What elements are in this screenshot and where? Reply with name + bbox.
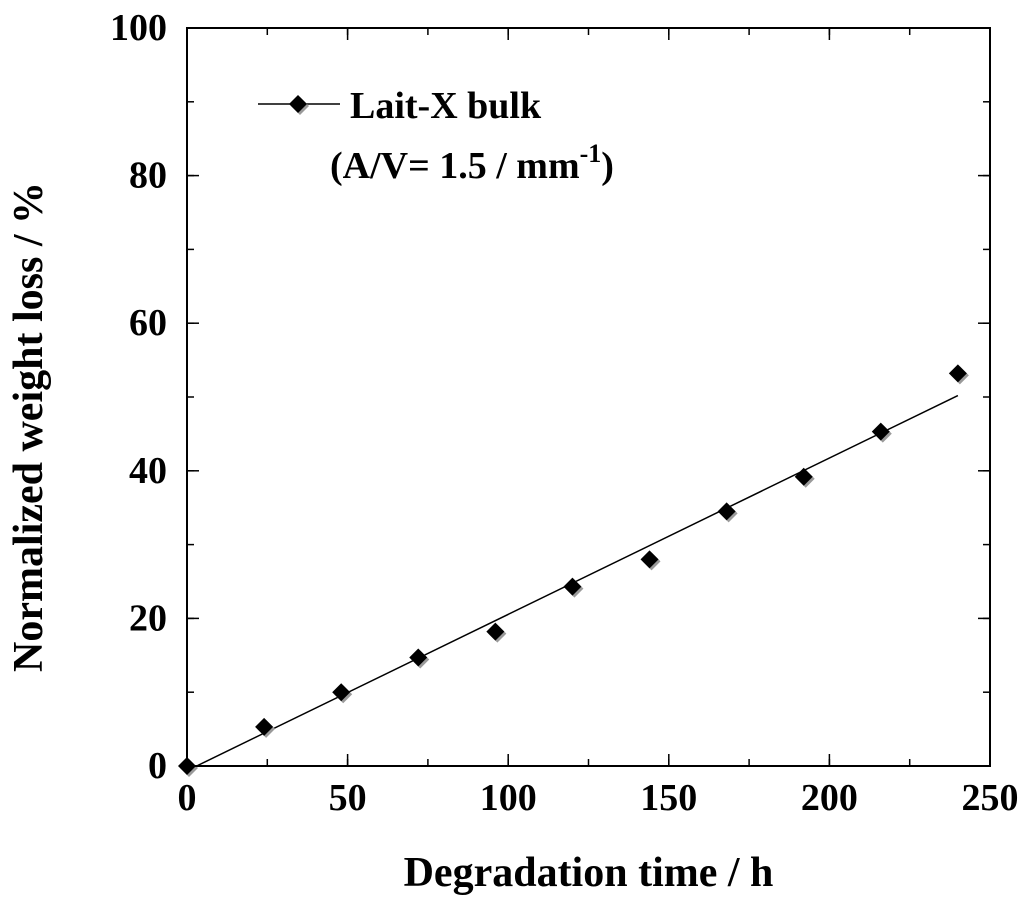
data-point	[871, 422, 892, 443]
data-point-marker	[332, 683, 351, 702]
data-point	[794, 467, 815, 488]
data-point	[717, 502, 738, 523]
data-point	[332, 683, 353, 704]
plot-frame	[186, 27, 991, 767]
data-point	[563, 577, 584, 598]
legend-diamond	[289, 95, 309, 115]
data-point-marker	[409, 648, 428, 667]
data-point	[486, 622, 507, 643]
legend: Lait-X bulk (A/V= 1.5 / mm-1)	[258, 85, 614, 187]
legend-sublabel-suffix: )	[601, 145, 614, 187]
data-point-marker	[563, 577, 582, 596]
data-point-marker	[289, 95, 307, 113]
data-point	[640, 550, 661, 571]
data-point-marker	[794, 467, 813, 486]
data-point-marker	[255, 717, 274, 736]
data-point-marker	[486, 622, 505, 641]
data-point-marker	[871, 422, 890, 441]
data-point-marker	[948, 364, 967, 383]
y-tick-label: 0	[148, 745, 167, 787]
x-tick-label: 200	[801, 777, 858, 819]
legend-sublabel: (A/V= 1.5 / mm-1)	[330, 139, 614, 187]
legend-label: Lait-X bulk	[350, 85, 542, 127]
data-points	[178, 364, 969, 777]
y-tick-label: 40	[129, 450, 167, 492]
axis-tick-labels: 0 50 100 150 200 250 0 20 40 60 80 100	[110, 7, 1019, 819]
x-tick-label: 0	[178, 777, 197, 819]
y-tick-label: 60	[129, 302, 167, 344]
data-point	[948, 364, 969, 385]
fit-line	[196, 394, 959, 767]
x-tick-label: 150	[640, 777, 697, 819]
legend-sublabel-superscript: -1	[580, 139, 602, 168]
y-tick-label: 20	[129, 597, 167, 639]
x-tick-label: 50	[329, 777, 367, 819]
data-point	[255, 717, 276, 738]
y-tick-label: 100	[110, 7, 167, 49]
y-axis-title: Normalized weight loss / %	[6, 182, 52, 672]
x-tick-label: 250	[962, 777, 1019, 819]
x-tick-label: 100	[480, 777, 537, 819]
data-point	[409, 648, 430, 669]
data-point-marker	[640, 550, 659, 569]
legend-marker	[289, 95, 309, 115]
y-tick-label: 80	[129, 155, 167, 197]
x-axis-title: Degradation time / h	[404, 850, 774, 896]
legend-sublabel-prefix: (A/V= 1.5 / mm	[330, 145, 580, 187]
data-point-marker	[717, 502, 736, 521]
